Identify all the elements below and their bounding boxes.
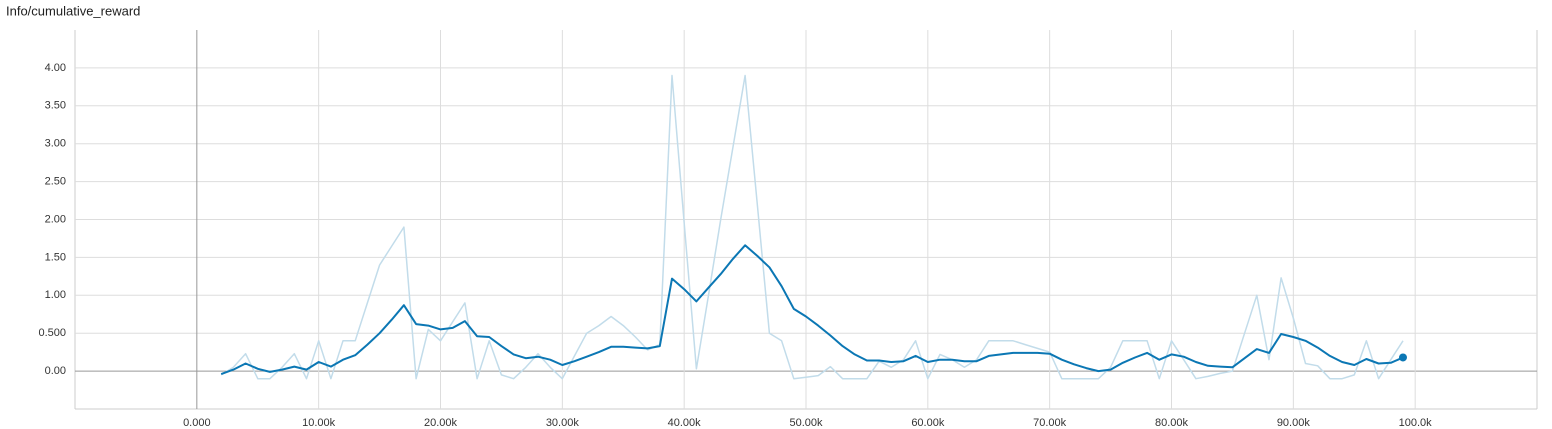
x-tick-label: 60.00k xyxy=(911,417,945,429)
x-tick-label: 100.0k xyxy=(1399,417,1433,429)
y-tick-label: 2.50 xyxy=(45,176,66,188)
x-tick-label: 30.00k xyxy=(546,417,580,429)
series-line xyxy=(220,244,1404,376)
end-dot xyxy=(1398,353,1407,362)
y-tick-label: 2.00 xyxy=(45,213,66,225)
x-tick-label: 50.00k xyxy=(789,417,823,429)
x-tick-label: 70.00k xyxy=(1033,417,1067,429)
y-tick-label: 4.00 xyxy=(45,62,66,74)
y-tick-label: 0.00 xyxy=(45,365,66,377)
series-line xyxy=(220,74,1404,380)
y-tick-label: 0.500 xyxy=(38,327,66,339)
x-tick-label: 80.00k xyxy=(1155,417,1189,429)
x-tick-label: 10.00k xyxy=(302,417,336,429)
y-tick-label: 3.00 xyxy=(45,138,66,150)
y-tick-label: 3.50 xyxy=(45,100,66,112)
x-tick-label: 40.00k xyxy=(668,417,702,429)
y-tick-label: 1.00 xyxy=(45,289,66,301)
x-tick-label: 90.00k xyxy=(1277,417,1311,429)
y-tick-label: 1.50 xyxy=(45,251,66,263)
x-tick-label: 20.00k xyxy=(424,417,458,429)
chart-title: Info/cumulative_reward xyxy=(6,3,140,18)
x-tick-label: 0.000 xyxy=(183,417,211,429)
